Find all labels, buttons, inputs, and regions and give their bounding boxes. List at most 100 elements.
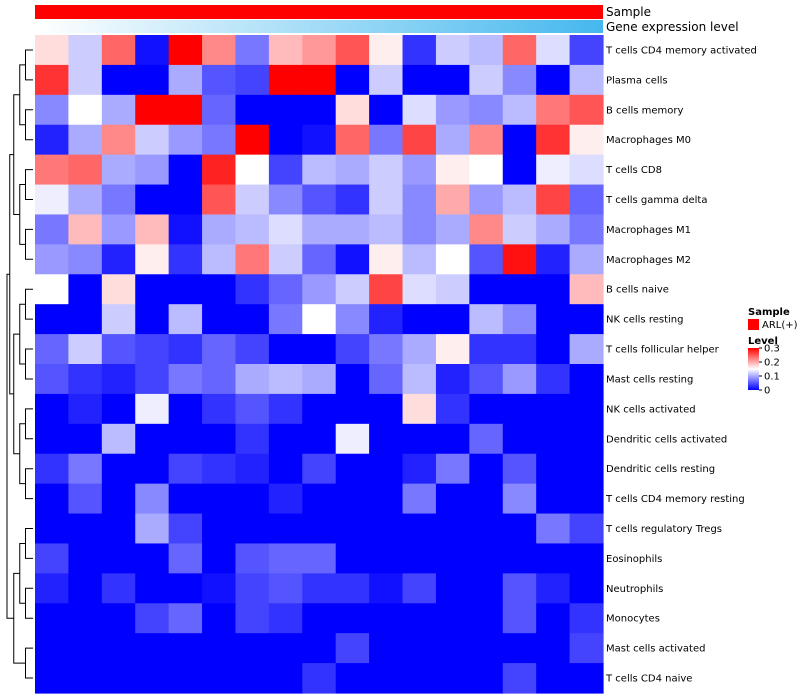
heatmap-cell — [536, 334, 571, 365]
heatmap-cell — [369, 423, 404, 455]
heatmap-cell — [335, 453, 370, 485]
heatmap-cell — [68, 35, 103, 66]
heatmap-cell — [235, 214, 270, 245]
heatmap-cell — [35, 513, 70, 545]
heatmap-cell — [202, 154, 237, 186]
heatmap-cell — [435, 334, 470, 365]
heatmap-cell — [235, 393, 270, 425]
sample-annotation-bar — [35, 5, 603, 19]
heatmap-cell — [502, 633, 537, 664]
heatmap-cell — [502, 214, 537, 245]
heatmap-cell — [68, 543, 103, 574]
heatmap-cell — [135, 453, 170, 485]
heatmap-cell — [335, 483, 370, 515]
heatmap-cell — [202, 304, 237, 335]
heatmap-cell — [202, 633, 237, 664]
heatmap-cell — [402, 124, 437, 156]
heatmap-cell — [68, 94, 103, 126]
heatmap-cell — [235, 663, 270, 694]
heatmap-cell — [469, 513, 504, 545]
heatmap-cell — [68, 603, 103, 634]
heatmap-cell — [302, 364, 337, 395]
heatmap-cell — [235, 94, 270, 126]
heatmap-cell — [202, 214, 237, 245]
heatmap-cell — [302, 124, 337, 156]
heatmap-cell — [302, 423, 337, 455]
heatmap-cell — [569, 334, 604, 365]
heatmap-cell — [168, 214, 203, 245]
row-label: T cells CD4 naive — [605, 674, 692, 685]
heatmap-cell — [502, 64, 537, 96]
heatmap-cell — [35, 274, 70, 305]
heatmap-cell — [435, 423, 470, 455]
heatmap-cell — [202, 423, 237, 455]
heatmap-cell — [469, 423, 504, 455]
level-legend-title: Level — [748, 336, 778, 347]
heatmap-cell — [101, 663, 136, 694]
heatmap-cell — [402, 423, 437, 455]
heatmap-cell — [35, 663, 70, 694]
heatmap-cell — [302, 304, 337, 335]
heatmap-cell — [469, 453, 504, 485]
heatmap-cell — [268, 633, 303, 664]
heatmap-cell — [268, 423, 303, 455]
heatmap-cell — [369, 393, 404, 425]
heatmap-cell — [268, 603, 303, 634]
heatmap-cell — [502, 573, 537, 604]
heatmap-cell — [369, 334, 404, 365]
heatmap-cell — [168, 633, 203, 664]
row-label: Macrophages M1 — [606, 225, 691, 236]
heatmap-cell — [202, 244, 237, 275]
heatmap-cell — [369, 244, 404, 275]
heatmap-cell — [569, 274, 604, 305]
heatmap-cell — [135, 633, 170, 664]
heatmap-cell — [235, 64, 270, 96]
heatmap-cell — [502, 124, 537, 156]
heatmap-cell — [502, 364, 537, 395]
heatmap-cell — [135, 244, 170, 275]
heatmap-cell — [469, 94, 504, 126]
level-legend-tick-label: 0.2 — [764, 358, 780, 369]
dendrogram-branch — [25, 647, 33, 679]
heatmap-cell — [35, 453, 70, 485]
heatmap-cell — [101, 393, 136, 425]
heatmap-cell — [202, 453, 237, 485]
heatmap-cell — [268, 154, 303, 186]
heatmap-cell — [35, 124, 70, 156]
heatmap-cell — [335, 334, 370, 365]
heatmap-cell — [35, 483, 70, 515]
heatmap-cell — [302, 543, 337, 574]
gene-expression-track-label: Gene expression level — [606, 20, 739, 34]
heatmap-cell — [569, 543, 604, 574]
heatmap-cell — [68, 334, 103, 365]
heatmap-cell — [235, 573, 270, 604]
heatmap-cell — [335, 274, 370, 305]
row-label: Mast cells resting — [606, 375, 693, 386]
heatmap-cell — [502, 603, 537, 634]
heatmap-cell — [502, 184, 537, 216]
heatmap-cell — [268, 214, 303, 245]
heatmap-cell — [68, 453, 103, 485]
heatmap-cell — [302, 603, 337, 634]
heatmap-cell — [369, 483, 404, 515]
heatmap-cell — [402, 184, 437, 216]
heatmap-cell — [335, 35, 370, 66]
heatmap-cell — [135, 214, 170, 245]
heatmap-cell — [268, 274, 303, 305]
heatmap-cell — [68, 633, 103, 664]
heatmap-cell — [302, 573, 337, 604]
heatmap-cell — [469, 214, 504, 245]
dendrogram-branch — [19, 184, 26, 245]
heatmap-cell — [35, 244, 70, 275]
heatmap-cell — [469, 244, 504, 275]
heatmap-cell — [536, 393, 571, 425]
heatmap-cell — [268, 304, 303, 335]
heatmap-cell — [435, 64, 470, 96]
heatmap-cell — [335, 304, 370, 335]
heatmap-cell — [569, 124, 604, 156]
heatmap-cell — [202, 513, 237, 545]
heatmap-cell — [335, 154, 370, 186]
heatmap-cell — [469, 393, 504, 425]
heatmap-cell — [135, 423, 170, 455]
heatmap-cell — [268, 244, 303, 275]
